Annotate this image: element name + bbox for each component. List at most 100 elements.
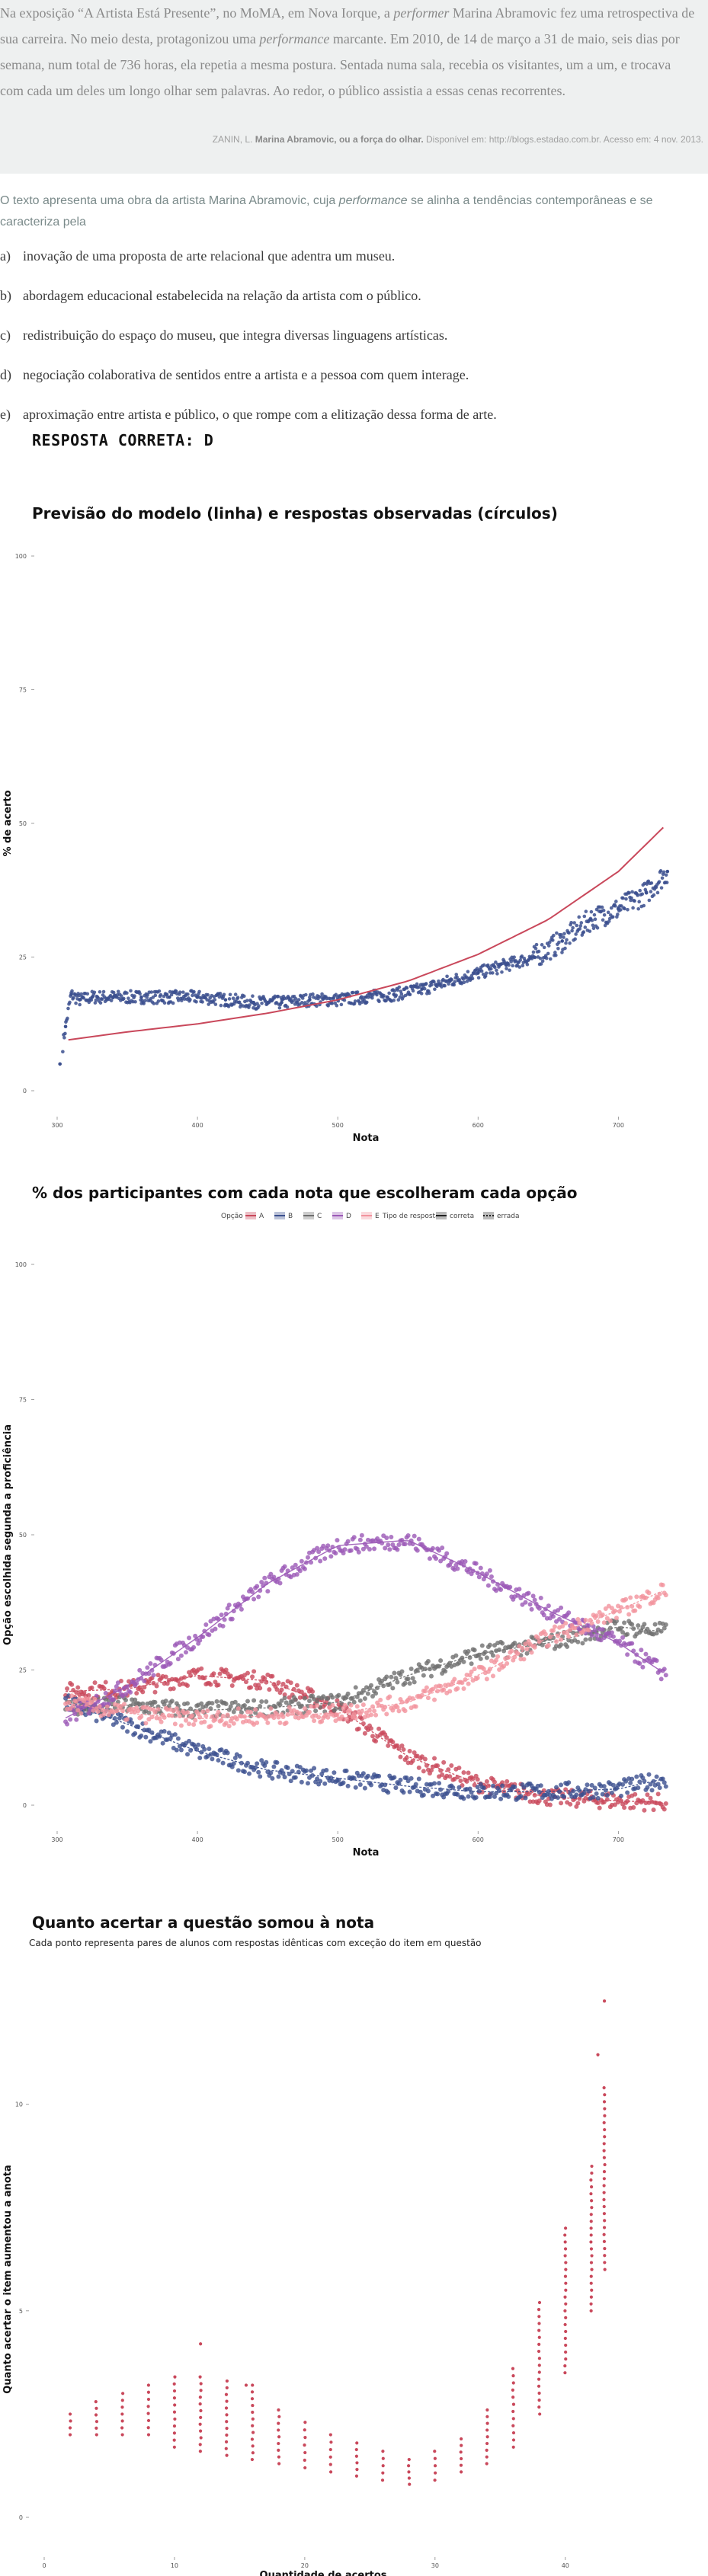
y-tick-label: 50	[19, 1532, 27, 1539]
series-point-b	[185, 1752, 191, 1757]
series-point-a	[537, 1798, 542, 1804]
series-point-e	[461, 1686, 466, 1691]
series-point-e	[149, 1715, 155, 1720]
observed-point	[538, 956, 543, 960]
pair-point	[511, 2431, 516, 2435]
observed-point	[430, 983, 434, 987]
pair-point	[225, 2399, 229, 2403]
pair-point	[224, 2440, 229, 2444]
alternative-c[interactable]: c) redistribuição do espaço do museu, que…	[0, 328, 448, 343]
alternative-a[interactable]: a) inovação de uma proposta de arte relac…	[0, 248, 396, 264]
series-point-a	[228, 1673, 233, 1679]
series-point-b	[498, 1796, 504, 1801]
observed-point	[534, 942, 539, 947]
series-point-d	[316, 1549, 322, 1555]
observed-point	[300, 1001, 304, 1005]
pair-point	[590, 2185, 594, 2189]
series-point-d	[142, 1678, 147, 1683]
series-point-e	[155, 1707, 161, 1712]
pair-point	[173, 2417, 177, 2421]
series-point-d	[598, 1638, 604, 1643]
series-point-b	[518, 1794, 524, 1799]
series-point-e	[208, 1724, 213, 1729]
pair-point	[172, 2410, 177, 2414]
observed-point	[626, 907, 630, 912]
series-point-b	[401, 1790, 406, 1795]
pair-point	[563, 2254, 567, 2258]
observed-point	[169, 992, 174, 997]
series-point-c	[313, 1708, 319, 1714]
series-point-b	[210, 1756, 215, 1762]
alternative-b[interactable]: b) abordagem educacional estabelecida na …	[0, 288, 421, 303]
series-point-b	[202, 1747, 207, 1752]
observed-point	[483, 974, 488, 978]
observed-point	[531, 950, 536, 954]
pair-point	[146, 2433, 151, 2437]
alternative-d[interactable]: d) negociação colaborativa de sentidos en…	[0, 367, 469, 382]
pair-point	[329, 2440, 333, 2444]
series-point-e	[604, 1616, 610, 1621]
series-point-b	[562, 1794, 567, 1799]
x-tick-label: 400	[191, 1122, 203, 1129]
series-point-e	[234, 1717, 239, 1722]
series-point-b	[512, 1785, 517, 1790]
observed-point	[439, 982, 443, 986]
series-point-e	[372, 1708, 377, 1714]
series-point-e	[559, 1637, 564, 1642]
pair-point	[563, 2274, 568, 2278]
series-point-a	[446, 1767, 451, 1772]
series-point-a	[492, 1779, 497, 1785]
series-point-e	[69, 1693, 75, 1699]
observed-point	[89, 998, 94, 1002]
series-point-e	[348, 1702, 354, 1708]
observed-point	[617, 907, 620, 911]
observed-point	[540, 959, 545, 964]
observed-point	[443, 983, 447, 988]
series-point-e	[600, 1612, 605, 1618]
series-point-c	[353, 1685, 358, 1690]
pair-point	[603, 2162, 607, 2167]
series-point-c	[588, 1637, 593, 1642]
series-point-e	[663, 1593, 668, 1598]
series-point-e	[373, 1712, 379, 1718]
series-point-e	[159, 1719, 164, 1724]
series-point-d	[617, 1638, 623, 1644]
series-point-a	[568, 1801, 573, 1807]
series-point-e	[203, 1713, 209, 1718]
observed-point	[447, 982, 450, 986]
observed-point	[228, 992, 232, 997]
y-tick-label: 100	[15, 1261, 27, 1268]
x-axis-title: Nota	[353, 1847, 380, 1858]
series-point-d	[137, 1667, 143, 1673]
pair-point	[94, 2413, 98, 2417]
pair-point	[303, 2450, 307, 2455]
observed-point	[304, 992, 308, 997]
observed-point	[339, 1002, 344, 1007]
series-point-e	[205, 1708, 210, 1714]
observed-point	[108, 993, 113, 998]
observed-point	[542, 945, 546, 950]
alternative-e[interactable]: e) aproximação entre artista e público, o…	[0, 407, 497, 422]
series-point-d	[485, 1583, 491, 1588]
series-point-c	[245, 1699, 250, 1704]
series-point-e	[74, 1699, 79, 1704]
observed-point	[109, 999, 114, 1002]
series-point-c	[630, 1622, 635, 1627]
series-point-d	[663, 1673, 668, 1678]
observed-point	[554, 953, 558, 957]
series-point-b	[216, 1758, 221, 1763]
series-point-b	[365, 1773, 370, 1779]
pair-point	[251, 2451, 255, 2455]
series-point-e	[104, 1704, 110, 1709]
observed-point	[335, 1003, 339, 1008]
series-point-b	[506, 1794, 511, 1799]
pair-point	[95, 2420, 99, 2424]
observed-point	[78, 998, 82, 1002]
series-point-d	[643, 1651, 649, 1657]
series-point-b	[219, 1747, 224, 1753]
observed-point	[218, 991, 223, 996]
series-point-e	[565, 1631, 570, 1636]
series-point-a	[421, 1769, 426, 1774]
observed-point	[565, 938, 569, 942]
observed-point	[74, 1001, 78, 1005]
